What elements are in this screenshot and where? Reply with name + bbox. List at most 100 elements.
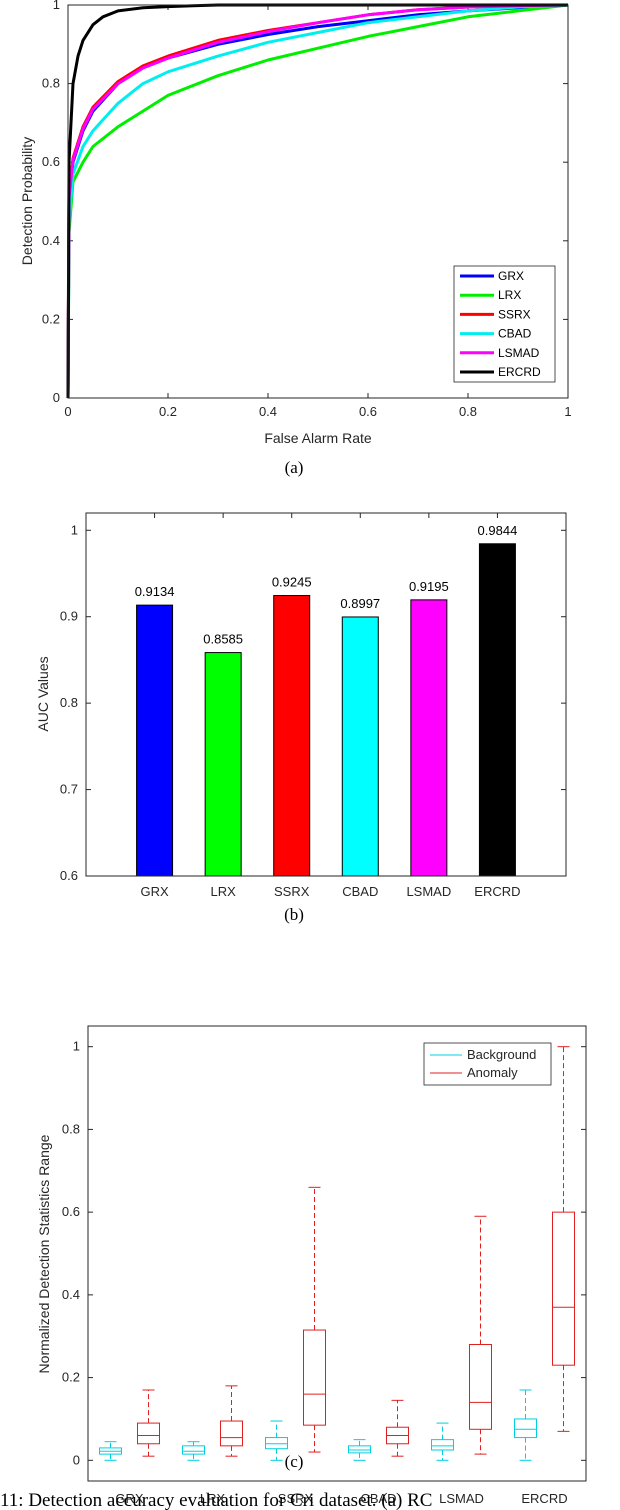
box-anomaly-cbad: [386, 1399, 409, 1457]
box-x-tick-label: CBAD: [360, 1491, 396, 1506]
iqr-box: [265, 1437, 288, 1450]
roc-x-tick-label: 1: [564, 404, 571, 419]
iqr-box: [469, 1344, 492, 1430]
roc-legend-label-cbad: CBAD: [498, 327, 532, 341]
auc-value-label-ercrd: 0.9844: [478, 523, 518, 538]
auc-value-label-grx: 0.9134: [135, 584, 175, 599]
auc-y-tick-label: 1: [71, 522, 78, 537]
roc-y-tick-label: 0.4: [42, 233, 60, 248]
roc-x-tick-label: 0.4: [259, 404, 277, 419]
auc-y-tick-label: 0.6: [60, 868, 78, 883]
auc-bar-ercrd: [478, 543, 516, 877]
panel-b-label: (b): [284, 905, 304, 924]
iqr-box: [182, 1445, 205, 1455]
roc-x-axis-label: False Alarm Rate: [264, 430, 372, 446]
auc-bar-lrx: [204, 652, 242, 877]
box-background-ercrd: [514, 1389, 537, 1461]
box-legend-label-background: Background: [467, 1047, 536, 1062]
box-x-tick-label: GRX: [115, 1491, 144, 1506]
auc-x-tick-label: LRX: [210, 884, 236, 899]
box-y-axis-label: Normalized Detection Statistics Range: [36, 1134, 52, 1373]
roc-legend-label-lrx: LRX: [498, 288, 521, 302]
roc-y-tick-labels: 0 0.2 0.4 0.6 0.8 1: [42, 0, 60, 405]
box-anomaly-ercrd: [552, 1046, 575, 1432]
box-anomaly-lsmad: [469, 1215, 492, 1455]
auc-axes-box: [85, 512, 567, 877]
iqr-box: [552, 1211, 575, 1366]
auc-value-labels: 0.9134 0.8585 0.9245 0.8997 0.9195 0.9844: [135, 523, 518, 647]
iqr-box: [220, 1420, 243, 1447]
auc-bars: [136, 543, 516, 877]
auc-x-tick-labels: GRX LRX SSRX CBAD LSMAD ERCRD: [140, 884, 520, 899]
auc-x-tick-label: ERCRD: [474, 884, 520, 899]
auc-x-tick-label: CBAD: [342, 884, 378, 899]
iqr-box: [303, 1329, 326, 1426]
box-y-tick-label: 0: [73, 1452, 80, 1467]
box-x-tick-label: SSRX: [278, 1491, 314, 1506]
roc-y-tick-label: 0: [53, 390, 60, 405]
box-background-ssrx: [265, 1420, 288, 1461]
roc-axes-box: [67, 4, 569, 399]
box-anomaly-grx: [137, 1389, 160, 1457]
roc-y-tick-label: 1: [53, 0, 60, 12]
auc-value-label-ssrx: 0.9245: [272, 575, 312, 590]
box-ticks: [88, 1046, 586, 1461]
box-plot-area: [88, 1026, 586, 1481]
iqr-box: [514, 1418, 537, 1439]
roc-curves: [66, 3, 569, 399]
box-background-lsmad: [431, 1422, 454, 1461]
roc-y-axis-label: Detection Probability: [19, 137, 35, 265]
auc-y-tick-label: 0.7: [60, 782, 78, 797]
roc-legend-label-lsmad: LSMAD: [498, 346, 540, 360]
box-y-tick-label: 0.8: [62, 1121, 80, 1136]
roc-curve-cbad: [66, 3, 569, 399]
auc-y-tick-labels: 0.6 0.7 0.8 0.9 1: [60, 522, 78, 883]
box-plot-chart: 00.20.40.60.81 GRX LRX SSRX CBAD LSMAD ERCRD …: [36, 1025, 587, 1506]
box-y-tick-label: 1: [73, 1039, 80, 1054]
auc-bar-chart: 0.6 0.7 0.8 0.9 1 GRX LRX SSRX CBAD LSMAD ERCRD 0…: [35, 512, 567, 924]
auc-bar-cbad: [341, 616, 379, 877]
auc-value-label-cbad: 0.8997: [340, 596, 380, 611]
roc-chart: 0 0.2 0.4 0.6 0.8 1 0 0.2 0.4 0.6 0.8 1 False Alar…: [19, 0, 572, 477]
roc-legend-label-grx: GRX: [498, 269, 524, 283]
auc-x-tick-label: LSMAD: [406, 884, 451, 899]
roc-legend-label-ercrd: ERCRD: [498, 365, 541, 379]
box-x-tick-label: LSMAD: [439, 1491, 484, 1506]
auc-y-axis-label: AUC Values: [35, 656, 51, 731]
box-y-tick-label: 0.6: [62, 1204, 80, 1219]
roc-y-tick-label: 0.8: [42, 76, 60, 91]
roc-x-tick-labels: 0 0.2 0.4 0.6 0.8 1: [64, 404, 571, 419]
panel-c-label: (c): [285, 1452, 304, 1471]
auc-y-tick-label: 0.8: [60, 695, 78, 710]
roc-x-tick-label: 0.2: [159, 404, 177, 419]
roc-x-tick-label: 0.6: [359, 404, 377, 419]
box-legend-frame: [423, 1042, 552, 1086]
auc-bar-ssrx: [273, 595, 311, 877]
roc-curve-lrx: [66, 3, 569, 399]
auc-x-tick-label: GRX: [140, 884, 169, 899]
box-y-tick-label: 0.4: [62, 1287, 80, 1302]
roc-legend: GRX LRX SSRX CBAD LSMAD ERCRD: [453, 265, 556, 383]
roc-legend-box: [453, 265, 556, 383]
box-marks: [99, 1046, 575, 1461]
iqr-box: [431, 1439, 454, 1451]
auc-x-tick-label: SSRX: [274, 884, 310, 899]
box-y-tick-label: 0.2: [62, 1370, 80, 1385]
iqr-box: [137, 1422, 160, 1445]
auc-y-tick-label: 0.9: [60, 609, 78, 624]
roc-x-tick-label: 0.8: [459, 404, 477, 419]
roc-x-tick-label: 0: [64, 404, 71, 419]
box-background-cbad: [348, 1439, 371, 1461]
box-legend: Background Anomaly: [423, 1042, 552, 1086]
auc-value-label-lrx: 0.8585: [203, 632, 243, 647]
box-legend-label-anomaly: Anomaly: [467, 1065, 518, 1080]
auc-bar-lsmad: [410, 599, 448, 877]
auc-bar-grx: [136, 604, 174, 877]
box-anomaly-lrx: [220, 1385, 243, 1457]
box-background-grx: [99, 1441, 122, 1461]
box-x-tick-labels: GRX LRX SSRX CBAD LSMAD ERCRD: [115, 1491, 567, 1506]
roc-y-tick-label: 0.6: [42, 154, 60, 169]
panel-a-label: (a): [285, 458, 304, 477]
roc-y-tick-label: 0.2: [42, 311, 60, 326]
